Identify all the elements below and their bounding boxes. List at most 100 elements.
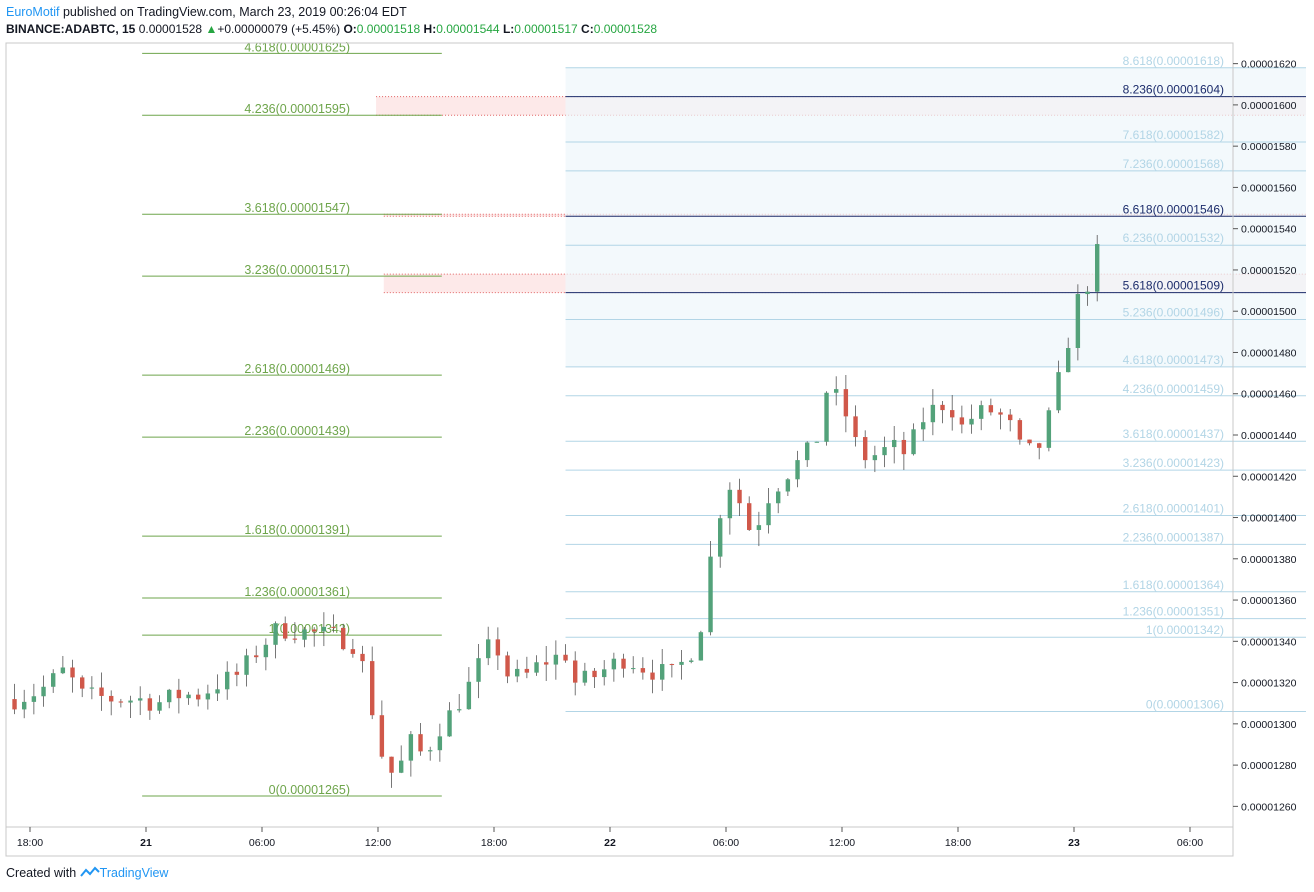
candle-body bbox=[234, 671, 240, 675]
candle-body bbox=[756, 525, 762, 530]
tradingview-brand[interactable]: TradingView bbox=[99, 866, 169, 880]
author-link[interactable]: EuroMotif bbox=[6, 5, 60, 19]
candle-body bbox=[1056, 372, 1061, 411]
candle-body bbox=[524, 668, 530, 673]
candle-body bbox=[437, 736, 443, 751]
candle-body bbox=[505, 655, 510, 677]
candle-body bbox=[476, 658, 481, 682]
candle-body bbox=[41, 686, 46, 697]
close-label: C: bbox=[581, 22, 594, 36]
candle-body bbox=[563, 654, 568, 661]
y-tick-label: 0.00001280 bbox=[1241, 760, 1297, 772]
candle-body bbox=[186, 694, 191, 699]
fib-level-label: 5.618(0.00001509) bbox=[1123, 279, 1224, 293]
fib-level-label: 1.236(0.00001361) bbox=[244, 585, 350, 599]
candle-body bbox=[737, 489, 742, 504]
candle-body bbox=[515, 668, 520, 677]
fib-level-label: 2.618(0.00001469) bbox=[244, 362, 350, 376]
candle-body bbox=[950, 410, 955, 418]
fib-level-label: 6.618(0.00001546) bbox=[1123, 202, 1224, 216]
fib-band bbox=[565, 292, 1306, 320]
candle-body bbox=[747, 503, 752, 530]
fib-level-label: 3.618(0.00001547) bbox=[244, 201, 350, 215]
candle-body bbox=[959, 417, 965, 425]
candle-body bbox=[70, 667, 75, 678]
fib-level-label: 0(0.00001265) bbox=[269, 783, 350, 797]
candle-body bbox=[698, 632, 704, 661]
candle-body bbox=[1066, 348, 1071, 373]
candle-body bbox=[979, 405, 984, 419]
fib-level-label: 1.236(0.00001351) bbox=[1123, 605, 1224, 619]
fib-level-label: 4.618(0.00001473) bbox=[1123, 353, 1224, 367]
y-tick-label: 0.00001260 bbox=[1241, 801, 1297, 813]
candle-body bbox=[911, 429, 916, 455]
candle-body bbox=[776, 491, 781, 504]
fib-extension-right[interactable]: 8.618(0.00001618) 8.236(0.00001604) 7.618(… bbox=[565, 54, 1306, 712]
x-tick-label: 12:00 bbox=[365, 837, 391, 849]
candle-body bbox=[631, 668, 636, 670]
candle-body bbox=[466, 681, 472, 710]
candle-body bbox=[988, 405, 994, 413]
candle-body bbox=[12, 699, 17, 710]
candle-body bbox=[679, 661, 684, 665]
candle-body bbox=[196, 694, 201, 700]
candle-body bbox=[544, 662, 549, 665]
candle-body bbox=[640, 668, 646, 673]
x-tick-label: 12:00 bbox=[829, 837, 855, 849]
last-price: 0.00001528 bbox=[138, 22, 203, 36]
y-tick-label: 0.00001500 bbox=[1241, 306, 1297, 318]
fib-level-label: 1(0.00001342) bbox=[1146, 623, 1224, 637]
fib-extension-left[interactable]: 4.618(0.00001625) 4.236(0.00001595) 3.618(… bbox=[142, 40, 442, 797]
fib-level-label: 0(0.00001306) bbox=[1146, 697, 1224, 711]
y-tick-label: 0.00001440 bbox=[1241, 430, 1297, 442]
candle-body bbox=[582, 670, 588, 683]
low-value: 0.00001517 bbox=[514, 22, 578, 36]
candle-body bbox=[689, 660, 694, 662]
fib-band bbox=[565, 245, 1306, 293]
y-tick-label: 0.00001300 bbox=[1241, 719, 1297, 731]
candle-body bbox=[930, 404, 936, 423]
candle-body bbox=[225, 671, 230, 690]
candle-body bbox=[292, 638, 298, 640]
y-tick-label: 0.00001460 bbox=[1241, 389, 1297, 401]
candle-body bbox=[80, 677, 85, 689]
candle-body bbox=[157, 702, 162, 711]
candle-body bbox=[321, 626, 327, 632]
fib-band bbox=[565, 96, 1306, 143]
candles-layer bbox=[12, 235, 1100, 788]
candle-body bbox=[940, 404, 945, 411]
candle-body bbox=[244, 655, 249, 675]
candle-body bbox=[660, 664, 665, 680]
candle-body bbox=[650, 672, 655, 680]
candle-body bbox=[428, 750, 433, 752]
open-label: O: bbox=[343, 22, 357, 36]
candle-body bbox=[611, 658, 617, 670]
candle-body bbox=[389, 756, 394, 773]
fib-band bbox=[565, 170, 1306, 217]
high-value: 0.00001544 bbox=[436, 22, 500, 36]
fib-level-label: 8.618(0.00001618) bbox=[1123, 54, 1224, 68]
y-tick-label: 0.00001420 bbox=[1241, 471, 1297, 483]
candle-body bbox=[167, 689, 172, 703]
symbol-label: BINANCE:ADABTC, 15 bbox=[6, 22, 136, 36]
fib-band bbox=[565, 216, 1306, 246]
fib-level-label: 3.236(0.00001423) bbox=[1123, 456, 1224, 470]
candle-body bbox=[834, 389, 839, 393]
candle-body bbox=[785, 479, 791, 492]
candle-body bbox=[795, 460, 800, 480]
fib-level-label: 3.236(0.00001517) bbox=[244, 263, 350, 277]
candle-body bbox=[1095, 244, 1100, 292]
candle-body bbox=[99, 687, 104, 696]
candle-body bbox=[1008, 414, 1013, 421]
y-tick-label: 0.00001320 bbox=[1241, 678, 1297, 690]
created-with-text: Created with bbox=[6, 866, 77, 880]
fib-level-label: 2.236(0.00001387) bbox=[1123, 530, 1224, 544]
fib-level-label: 5.236(0.00001496) bbox=[1123, 305, 1224, 319]
candle-body bbox=[853, 416, 858, 438]
candle-body bbox=[350, 649, 356, 654]
candle-body bbox=[872, 455, 878, 461]
x-tick-label: 22 bbox=[604, 837, 616, 849]
fib-band bbox=[565, 319, 1306, 367]
publish-line: EuroMotif published on TradingView.com, … bbox=[6, 4, 657, 21]
